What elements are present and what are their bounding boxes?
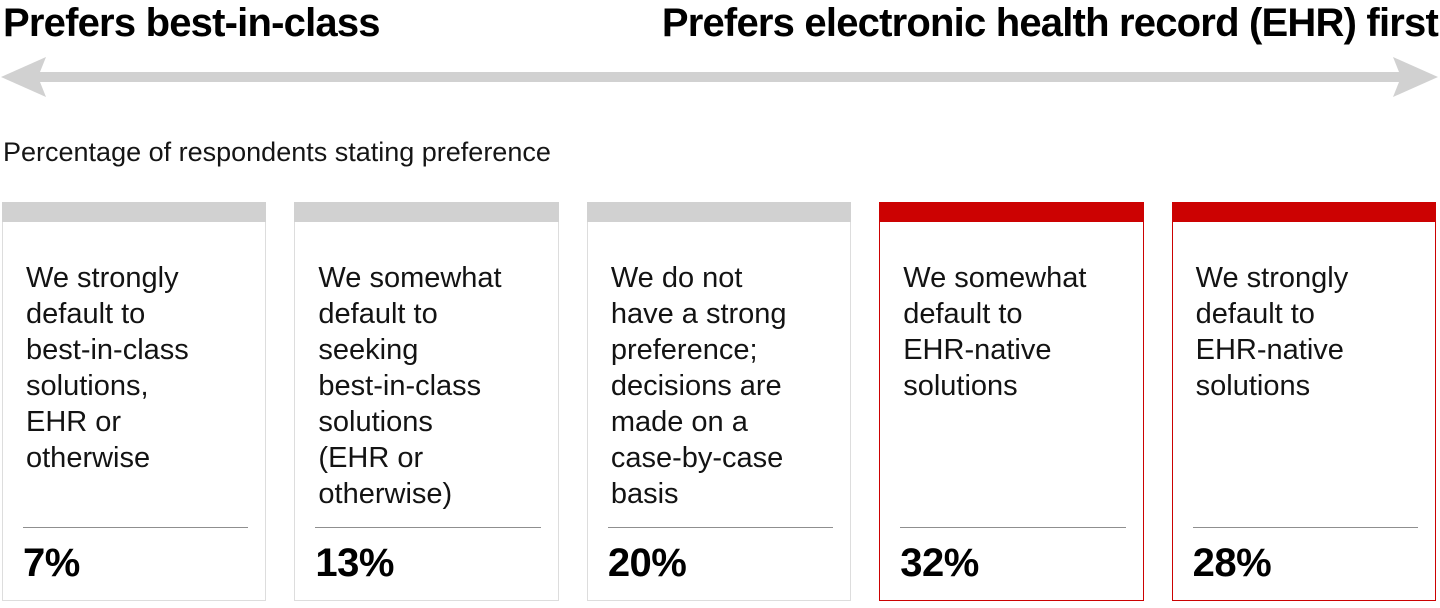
- card-percentage: 7%: [23, 541, 80, 585]
- preference-card: We strongly default to best-in-class sol…: [2, 202, 267, 601]
- axis-label-left: Prefers best-in-class: [3, 1, 381, 45]
- card-divider: [607, 527, 834, 528]
- card-divider: [315, 527, 541, 528]
- card-divider: [23, 527, 249, 528]
- card-percentage: 32%: [900, 541, 979, 585]
- preference-card: We somewhat default to EHR-native soluti…: [879, 202, 1144, 601]
- card-accent-bar: [879, 202, 1144, 222]
- card-accent-bar: [2, 202, 267, 222]
- preference-card: We do not have a strong preference; deci…: [586, 202, 852, 601]
- cards-row: We strongly default to best-in-class sol…: [2, 202, 1437, 601]
- card-accent-bar: [294, 202, 559, 222]
- card-statement: We somewhat default to seeking best-in-c…: [318, 262, 502, 510]
- card-statement: We strongly default to best-in-class sol…: [26, 262, 189, 474]
- preference-card: We strongly default to EHR-native soluti…: [1171, 202, 1437, 601]
- card-accent-bar: [1171, 202, 1437, 222]
- chart-subtitle: Percentage of respondents stating prefer…: [3, 137, 551, 167]
- card-statement: We somewhat default to EHR-native soluti…: [903, 262, 1087, 402]
- preference-card: We somewhat default to seeking best-in-c…: [294, 202, 559, 601]
- card-divider: [900, 527, 1126, 528]
- card-percentage: 13%: [315, 541, 394, 585]
- spectrum-double-arrow-icon: [0, 55, 1440, 101]
- card-statement: We strongly default to EHR-native soluti…: [1195, 262, 1349, 402]
- card-divider: [1192, 527, 1419, 528]
- card-statement: We do not have a strong preference; deci…: [610, 262, 787, 510]
- axis-label-right: Prefers electronic health record (EHR) f…: [661, 1, 1439, 45]
- card-percentage: 28%: [1192, 541, 1272, 585]
- card-accent-bar: [586, 202, 852, 222]
- card-percentage: 20%: [607, 541, 687, 585]
